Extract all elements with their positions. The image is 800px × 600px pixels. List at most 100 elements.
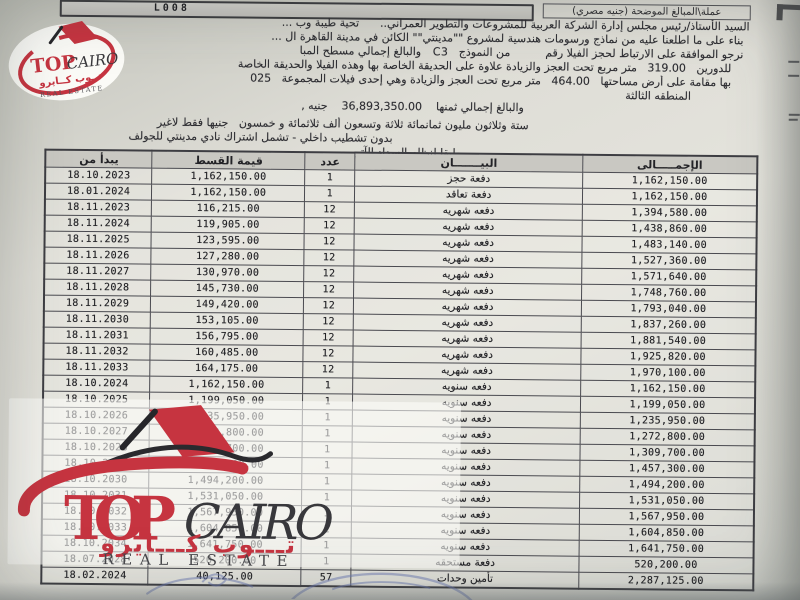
cell-total: 1,394,580.00 xyxy=(582,204,757,222)
cell-installment-value: 127,280.00 xyxy=(151,248,305,266)
header-start-date: يبدأ من xyxy=(45,149,153,169)
cell-start-date: 18.11.2028 xyxy=(44,279,151,297)
cell-installment-value: 149,420.00 xyxy=(150,296,304,314)
cell-total: 1,748,760.00 xyxy=(581,284,757,302)
cell-start-date: 18.11.2031 xyxy=(43,327,151,345)
cell-count: 1 xyxy=(302,377,353,395)
cell-total: 1,494,200.00 xyxy=(579,476,755,494)
corner-scan-mark-icon xyxy=(776,4,800,22)
cell-start-date: 18.02.2024 xyxy=(41,567,149,585)
top-cairo-logo-large: TOP CAIRO تـــوب كـــايرو REAL ESTATE xyxy=(17,405,335,570)
cell-start-date: 18.11.2026 xyxy=(44,247,152,265)
cell-total: 1,793,040.00 xyxy=(581,300,756,318)
cell-total: 1,641,750.00 xyxy=(579,540,754,558)
cell-total: 1,235,950.00 xyxy=(580,412,755,430)
cell-total: 1,438,860.00 xyxy=(582,220,757,238)
cell-start-date: 18.01.2024 xyxy=(44,183,152,201)
cell-start-date: 18.11.2025 xyxy=(44,231,152,249)
watermark-cairo-text: CAIRO xyxy=(184,494,335,551)
cell-installment-value: 153,105.00 xyxy=(150,312,304,330)
cell-total: 1,162,150.00 xyxy=(582,188,758,206)
header-installment-value: قيمة القسط xyxy=(152,150,306,170)
cell-start-date: 18.11.2033 xyxy=(43,359,151,377)
cell-start-date: 18.11.2027 xyxy=(44,263,152,281)
black-swoosh-icon xyxy=(103,444,274,466)
cell-start-date: 18.11.2023 xyxy=(44,199,152,217)
cell-count: 1 xyxy=(304,185,355,203)
margin-tick-icon xyxy=(788,60,800,63)
header-total: الإجمـــــالى xyxy=(582,154,758,174)
cell-installment-value: 160,485.00 xyxy=(150,344,304,362)
cell-count: 12 xyxy=(303,345,354,363)
cell-total: 1,571,640.00 xyxy=(581,268,757,286)
reference-code: L008 xyxy=(153,2,190,14)
cell-total: 1,162,150.00 xyxy=(582,172,758,190)
cell-installment-value: 145,730.00 xyxy=(150,280,305,298)
cell-installment-value: 1,162,150.00 xyxy=(149,376,304,394)
cell-count: 12 xyxy=(303,313,354,331)
cell-count: 12 xyxy=(304,265,355,283)
cell-count: 12 xyxy=(303,297,354,315)
cell-installment-value: 156,795.00 xyxy=(150,328,304,346)
cell-total: 1,162,150.00 xyxy=(580,380,756,398)
roof-icon xyxy=(58,21,99,45)
logo-stamp-small: TOP CAIRO تــوب كــايرو REAL ESTATE xyxy=(2,10,135,109)
cell-installment-value: 130,970.00 xyxy=(150,264,305,282)
cell-start-date: 18.11.2029 xyxy=(43,295,151,313)
chimney-icon xyxy=(48,25,64,45)
watermark-arabic-text: تـــوب كـــايرو xyxy=(99,529,295,559)
header-description: البيـــــــان xyxy=(354,152,583,173)
cell-total: 1,309,700.00 xyxy=(580,444,755,462)
logo-ring-icon xyxy=(18,32,116,96)
cell-count: 12 xyxy=(304,233,355,251)
cell-start-date: 18.11.2032 xyxy=(43,343,151,361)
margin-tick-icon xyxy=(788,113,800,116)
cell-installment-value: 1,162,150.00 xyxy=(151,168,306,186)
cell-total: 2,287,125.00 xyxy=(578,572,754,591)
cell-installment-value: 116,215.00 xyxy=(151,200,305,218)
cell-total: 1,531,050.00 xyxy=(579,492,755,510)
cell-total: 1,837,260.00 xyxy=(581,316,756,334)
cell-installment-value: 123,595.00 xyxy=(151,232,305,250)
small-logo-cairo-text: CAIRO xyxy=(66,49,120,73)
cell-start-date: 18.11.2030 xyxy=(43,311,151,329)
cell-start-date: 18.10.2024 xyxy=(43,375,151,393)
watermark-top-text: TOP xyxy=(64,484,177,555)
watermark-overlay: TOP CAIRO تـــوب كـــايرو REAL ESTATE xyxy=(7,398,462,570)
small-logo-top-text: TOP xyxy=(30,51,77,78)
cell-count: 12 xyxy=(304,217,355,235)
cell-start-date: 18.11.2024 xyxy=(44,215,152,233)
cell-start-date: 18.10.2023 xyxy=(45,167,153,185)
cell-count: 12 xyxy=(304,249,355,267)
cell-installment-value: 164,175.00 xyxy=(150,360,304,378)
cell-count: 57 xyxy=(301,569,352,587)
cell-total: 1,483,140.00 xyxy=(581,236,757,254)
cell-total: 1,970,100.00 xyxy=(580,364,756,382)
cell-total: 520,200.00 xyxy=(578,556,754,574)
cell-installment-value: 1,162,150.00 xyxy=(151,184,305,202)
top-cairo-logo-small: TOP CAIRO تــوب كــايرو REAL ESTATE xyxy=(8,21,125,101)
margin-tick-icon xyxy=(788,74,800,77)
header-count: عدد xyxy=(305,152,356,171)
cell-count: 12 xyxy=(303,281,354,299)
cell-total: 1,199,050.00 xyxy=(580,396,756,414)
cell-total: 1,457,300.00 xyxy=(579,460,755,478)
cell-total: 1,881,540.00 xyxy=(581,332,756,350)
cell-total: 1,604,850.00 xyxy=(579,524,754,542)
cell-description: تأمين وحدات xyxy=(350,570,579,589)
margin-tick-icon xyxy=(788,118,798,121)
cell-count: 1 xyxy=(304,169,355,187)
cell-total: 1,567,950.00 xyxy=(579,508,755,526)
cell-count: 12 xyxy=(303,329,354,347)
chimney-icon xyxy=(119,408,158,451)
cell-count: 12 xyxy=(304,201,355,219)
cell-total: 1,527,360.00 xyxy=(581,252,757,270)
roof-icon xyxy=(148,405,235,457)
cell-installment-value: 40,125.00 xyxy=(148,568,302,587)
cell-total: 1,925,820.00 xyxy=(580,348,756,366)
cell-count: 12 xyxy=(303,361,354,379)
red-swoosh-icon xyxy=(17,456,249,517)
cell-installment-value: 119,905.00 xyxy=(151,216,305,234)
